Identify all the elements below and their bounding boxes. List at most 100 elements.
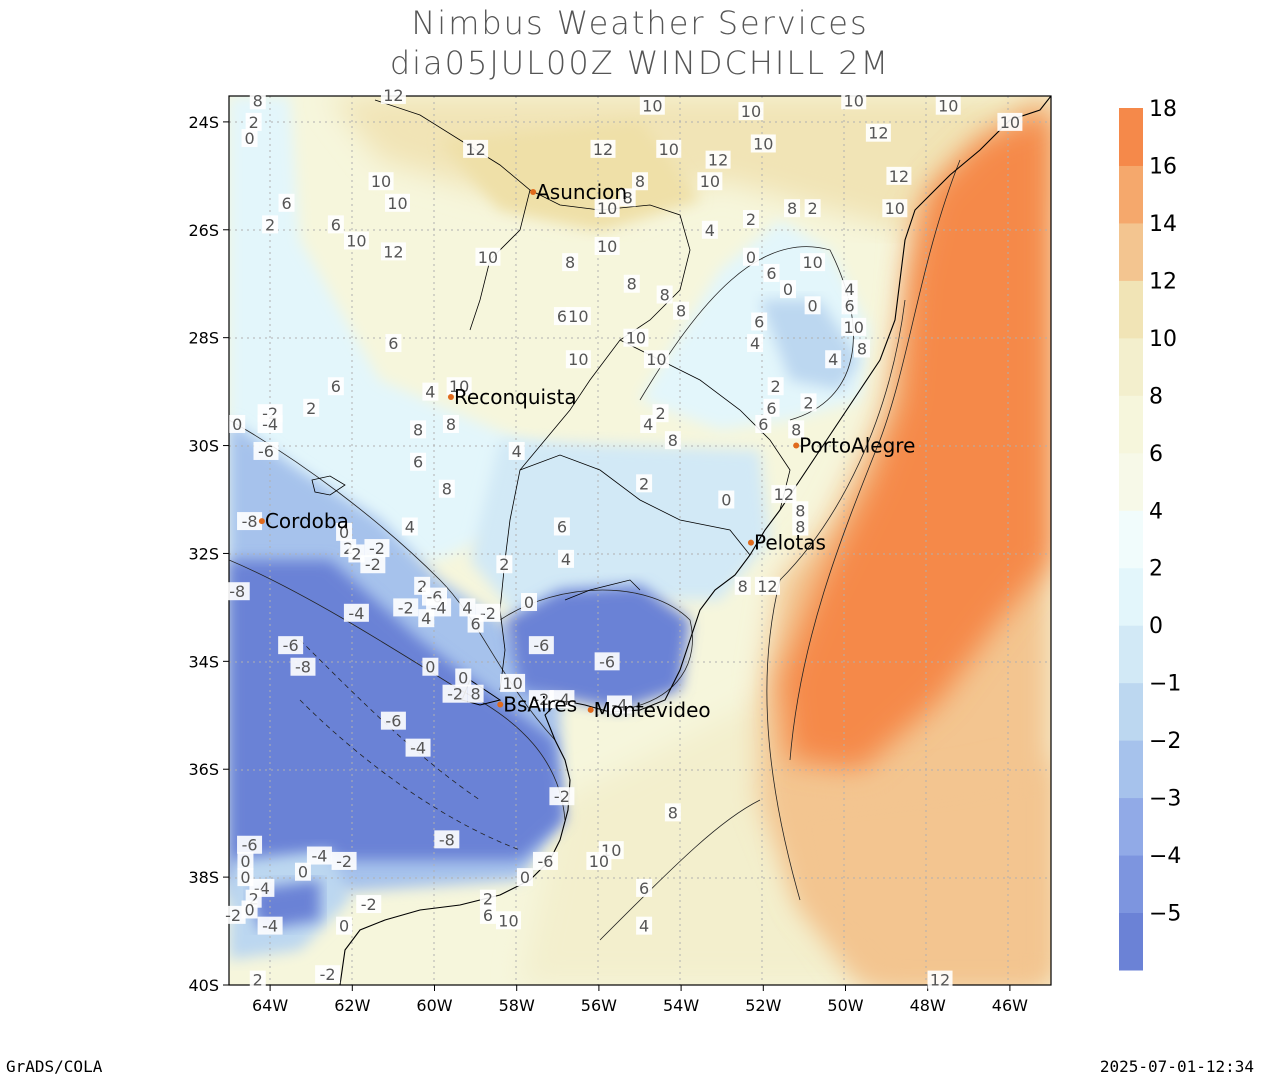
contour-label-bg xyxy=(751,312,768,331)
contour-label: -8 xyxy=(295,658,311,677)
contour-label: 0 xyxy=(240,852,250,871)
contour-label-bg xyxy=(841,317,867,336)
contour-label-bg xyxy=(380,242,406,261)
lon-tick-label: 64W xyxy=(252,996,288,1015)
city-label[interactable]: Pelotas xyxy=(754,531,826,555)
contour-label: 4 xyxy=(561,550,571,569)
colorbar-label: 0 xyxy=(1149,614,1163,639)
contour-label-bg xyxy=(636,916,653,935)
contour-label-bg xyxy=(410,452,427,471)
contour-label: -8 xyxy=(242,512,258,531)
colorbar-label: −5 xyxy=(1149,902,1181,927)
contour-label: 0 xyxy=(232,415,242,434)
city-label[interactable]: PortoAlegre xyxy=(799,434,915,458)
contour-label-bg xyxy=(664,431,681,450)
colorbar-label: 10 xyxy=(1149,327,1177,352)
city-label[interactable]: BsAires xyxy=(503,692,577,716)
contour-label: 10 xyxy=(938,97,958,116)
contour-label: 12 xyxy=(383,242,403,261)
contour-label-bg xyxy=(718,490,735,509)
contour-label-bg xyxy=(393,598,419,617)
contour-label: 12 xyxy=(889,167,909,186)
contour-label-bg xyxy=(241,129,258,148)
contour-label: 2 xyxy=(808,199,818,218)
contour-label-bg xyxy=(278,193,295,212)
contour-label: -6 xyxy=(258,442,274,461)
contour-label: -8 xyxy=(439,830,455,849)
contour-label-bg xyxy=(742,247,759,266)
contour-label-bg xyxy=(643,350,669,369)
contour-label-bg xyxy=(455,668,472,687)
city-label[interactable]: Asuncion xyxy=(536,180,627,204)
contour-label: 12 xyxy=(774,485,794,504)
contour-label-bg xyxy=(594,652,620,671)
field-layer xyxy=(229,96,1051,985)
city-dot xyxy=(258,518,265,525)
contour-label-bg xyxy=(516,868,533,887)
contour-label: 10 xyxy=(346,232,366,251)
contour-label: 0 xyxy=(746,248,756,267)
contour-label-bg xyxy=(623,328,649,347)
contour-label: 4 xyxy=(845,280,855,299)
contour-label-bg xyxy=(385,334,402,353)
contour-label-bg xyxy=(800,253,826,272)
contour-label: 0 xyxy=(524,593,534,612)
contour-label-bg xyxy=(565,307,591,326)
contour-label-bg xyxy=(278,636,304,655)
contour-label: 8 xyxy=(660,286,670,305)
contour-label: 8 xyxy=(627,275,637,294)
contour-label: 2 xyxy=(746,210,756,229)
contour-label: -2 xyxy=(480,604,496,623)
contour-label: -6 xyxy=(533,636,549,655)
credit-text: GrADS/COLA xyxy=(6,1057,103,1076)
contour-label: 10 xyxy=(478,248,498,267)
contour-label-bg xyxy=(343,231,369,250)
lon-tick-label: 56W xyxy=(581,996,617,1015)
contour-label-bg xyxy=(636,878,653,897)
contour-label-bg xyxy=(549,690,575,709)
lat-tick-label: 24S xyxy=(188,113,219,132)
contour-label: 10 xyxy=(642,97,662,116)
contour-label-bg xyxy=(508,441,525,460)
lat-tick-label: 38S xyxy=(188,868,219,887)
contour-label-bg xyxy=(257,916,283,935)
contour-label-bg xyxy=(500,673,526,692)
contour-label-bg xyxy=(734,576,751,595)
contour-label-bg xyxy=(237,835,263,854)
contour-label: 0 xyxy=(458,669,468,688)
contour-label: 2 xyxy=(655,404,665,423)
colorbar-swatch xyxy=(1119,165,1143,224)
contour-label: 6 xyxy=(557,517,567,536)
contour-label-bg xyxy=(853,339,870,358)
contour-label: 2 xyxy=(249,113,259,132)
contour-label: 0 xyxy=(339,523,349,542)
contour-label-bg xyxy=(865,123,891,142)
contour-label-bg xyxy=(249,91,266,110)
contour-label: 10 xyxy=(700,172,720,191)
contour-label: 6 xyxy=(758,415,768,434)
contour-label-bg xyxy=(553,517,570,536)
city-label[interactable]: Cordoba xyxy=(265,509,349,533)
contour-label: 2 xyxy=(771,377,781,396)
colorbar-label: 4 xyxy=(1149,499,1163,524)
contour-label: 8 xyxy=(623,188,633,207)
contour-label-bg xyxy=(262,215,279,234)
contour-label: 2 xyxy=(483,890,493,909)
contour-label-bg xyxy=(562,253,579,272)
contour-label-bg xyxy=(463,139,489,158)
contour-label: 4 xyxy=(750,334,760,353)
contour-label-bg xyxy=(405,738,431,757)
contour-label: 8 xyxy=(635,172,645,191)
contour-label-bg xyxy=(705,150,731,169)
contour-label-bg xyxy=(825,350,842,369)
contour-label-bg xyxy=(290,657,316,676)
contour-label-bg xyxy=(257,414,283,433)
contour-label-bg xyxy=(623,274,640,293)
city-dot xyxy=(587,706,594,713)
lon-tick-label: 58W xyxy=(499,996,535,1015)
city-label[interactable]: Reconquista xyxy=(454,385,577,409)
contour-label: 6 xyxy=(557,307,567,326)
city-dot xyxy=(530,189,537,196)
city-label[interactable]: Montevideo xyxy=(594,698,711,722)
